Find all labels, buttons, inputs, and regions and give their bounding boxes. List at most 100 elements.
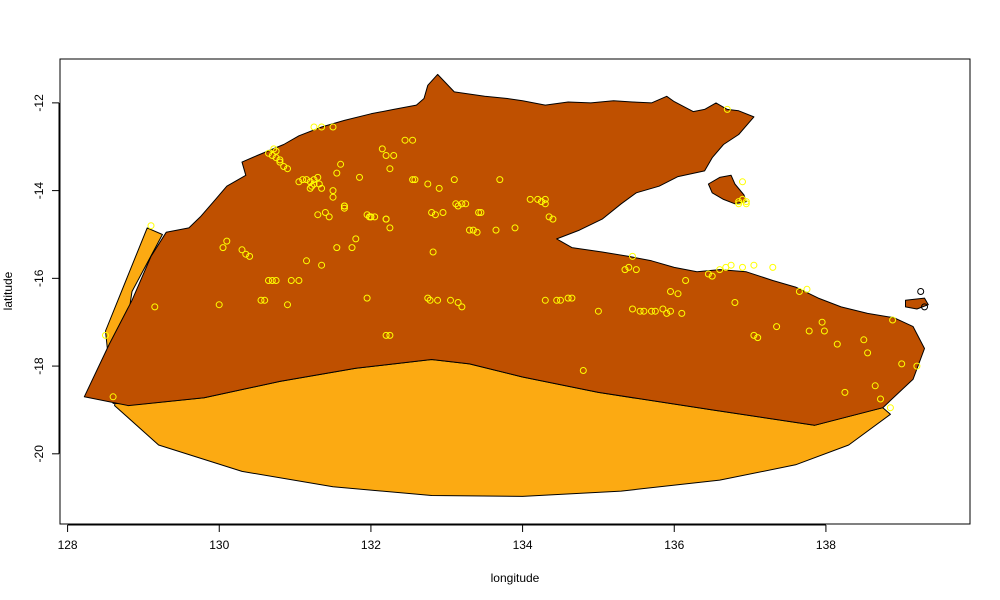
data-point: [261, 296, 269, 304]
data-point: [541, 200, 549, 208]
data-point: [818, 318, 826, 326]
data-point: [496, 176, 504, 184]
data-point: [272, 277, 280, 284]
data-point: [466, 226, 473, 234]
data-point: [579, 367, 587, 374]
data-point: [769, 263, 777, 271]
data-point: [750, 331, 758, 339]
data-point: [147, 222, 155, 230]
data-point: [348, 244, 356, 252]
x-tick-label: 132: [361, 538, 381, 552]
data-point: [431, 211, 439, 219]
data-point: [378, 145, 386, 153]
data-point: [238, 246, 246, 254]
data-point: [382, 331, 390, 339]
data-point: [538, 198, 545, 206]
data-point: [411, 176, 419, 184]
data-point: [450, 176, 458, 184]
data-point: [594, 307, 602, 315]
data-point: [340, 202, 348, 210]
data-point: [475, 209, 483, 216]
data-point: [667, 307, 674, 315]
data-point: [716, 266, 724, 274]
region-mornington-island: [905, 297, 929, 310]
data-point: [435, 184, 443, 192]
data-point: [367, 213, 375, 221]
data-point: [629, 305, 636, 313]
data-point: [102, 331, 109, 339]
data-point: [557, 296, 564, 304]
data-point: [742, 200, 750, 208]
data-point: [329, 193, 337, 201]
data-point: [682, 277, 690, 284]
data-point: [257, 296, 265, 304]
data-point: [303, 176, 310, 184]
data-point: [805, 327, 813, 335]
data-point: [553, 296, 561, 304]
data-point: [284, 301, 291, 309]
region-land: [83, 73, 925, 426]
data-point: [306, 184, 314, 192]
data-point: [424, 294, 432, 302]
data-point: [356, 173, 363, 181]
data-point: [306, 178, 314, 186]
data-point: [841, 388, 849, 396]
data-point: [409, 176, 417, 184]
data-point: [318, 184, 326, 192]
x-tick-label: 128: [58, 538, 78, 552]
data-point: [727, 261, 735, 269]
data-point: [268, 152, 276, 159]
data-point: [265, 277, 272, 284]
data-point: [739, 178, 746, 186]
data-point: [469, 226, 477, 234]
data-point: [223, 237, 231, 245]
data-point: [473, 228, 481, 236]
data-point: [386, 331, 394, 339]
x-axis: 128 130 132 134 136 138: [58, 524, 836, 552]
data-point: [651, 307, 659, 315]
data-point: [549, 215, 557, 223]
data-point: [386, 165, 394, 173]
data-point: [363, 211, 371, 219]
data-point: [246, 252, 254, 260]
data-point: [477, 209, 485, 216]
data-point: [454, 299, 462, 306]
y-tick-label: -20: [32, 445, 46, 463]
data-point: [295, 178, 303, 186]
data-point: [735, 200, 743, 208]
data-point: [621, 266, 629, 274]
data-point: [541, 195, 549, 203]
data-point: [674, 290, 682, 298]
points-layer: [102, 105, 928, 412]
data-point: [640, 307, 648, 315]
data-point: [454, 202, 462, 210]
data-point: [434, 296, 442, 304]
data-point: [276, 158, 284, 166]
data-point: [270, 145, 278, 153]
data-point: [382, 215, 390, 223]
data-point: [648, 307, 655, 315]
data-point: [820, 327, 828, 335]
plot-frame: [59, 58, 971, 525]
data-point: [314, 211, 322, 219]
x-axis-title: longitude: [491, 571, 540, 585]
data-point: [492, 226, 500, 234]
data-point: [310, 180, 318, 188]
y-tick-label: -14: [32, 182, 46, 200]
data-point: [109, 393, 117, 401]
data-point: [333, 244, 341, 252]
data-point: [272, 147, 280, 155]
y-axis-title: latitude: [1, 271, 15, 310]
data-point: [303, 257, 310, 265]
data-point: [272, 154, 280, 162]
data-point: [439, 209, 447, 216]
data-point: [340, 204, 348, 212]
data-point: [667, 288, 674, 295]
data-point: [568, 294, 576, 302]
data-point: [337, 160, 345, 168]
x-tick-label: 138: [816, 538, 836, 552]
data-point: [526, 195, 534, 203]
data-point: [401, 136, 409, 144]
data-point: [795, 288, 803, 295]
data-point: [429, 248, 437, 256]
